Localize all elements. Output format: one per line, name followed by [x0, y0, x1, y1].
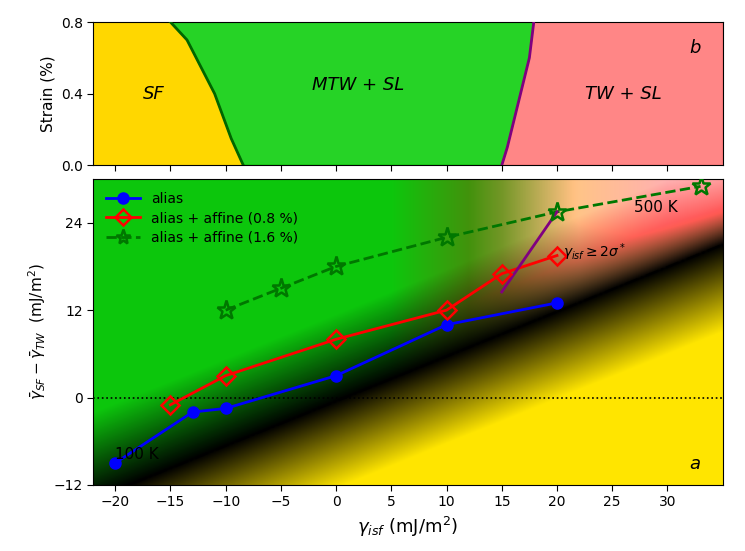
Text: $\gamma_{isf} \geq 2\sigma^*$: $\gamma_{isf} \geq 2\sigma^*$ — [562, 241, 626, 263]
Text: 100 K: 100 K — [115, 447, 159, 462]
Polygon shape — [171, 22, 533, 165]
Text: TW + SL: TW + SL — [585, 85, 662, 102]
X-axis label: $\gamma_{isf}$ (mJ/m$^2$): $\gamma_{isf}$ (mJ/m$^2$) — [358, 515, 458, 539]
Text: MTW + SL: MTW + SL — [312, 75, 405, 94]
Polygon shape — [502, 22, 723, 165]
Y-axis label: $\bar{\gamma}_{SF} - \bar{\gamma}_{TW}$  (mJ/m$^2$): $\bar{\gamma}_{SF} - \bar{\gamma}_{TW}$ … — [26, 263, 48, 401]
Text: a: a — [690, 455, 700, 473]
Text: SF: SF — [143, 85, 165, 102]
Polygon shape — [93, 22, 244, 165]
Y-axis label: Strain (%): Strain (%) — [40, 55, 55, 132]
Text: b: b — [689, 39, 700, 57]
Polygon shape — [502, 22, 723, 165]
Text: 500 K: 500 K — [634, 200, 678, 215]
Legend: alias, alias + affine (0.8 %), alias + affine (1.6 %): alias, alias + affine (0.8 %), alias + a… — [100, 186, 304, 250]
